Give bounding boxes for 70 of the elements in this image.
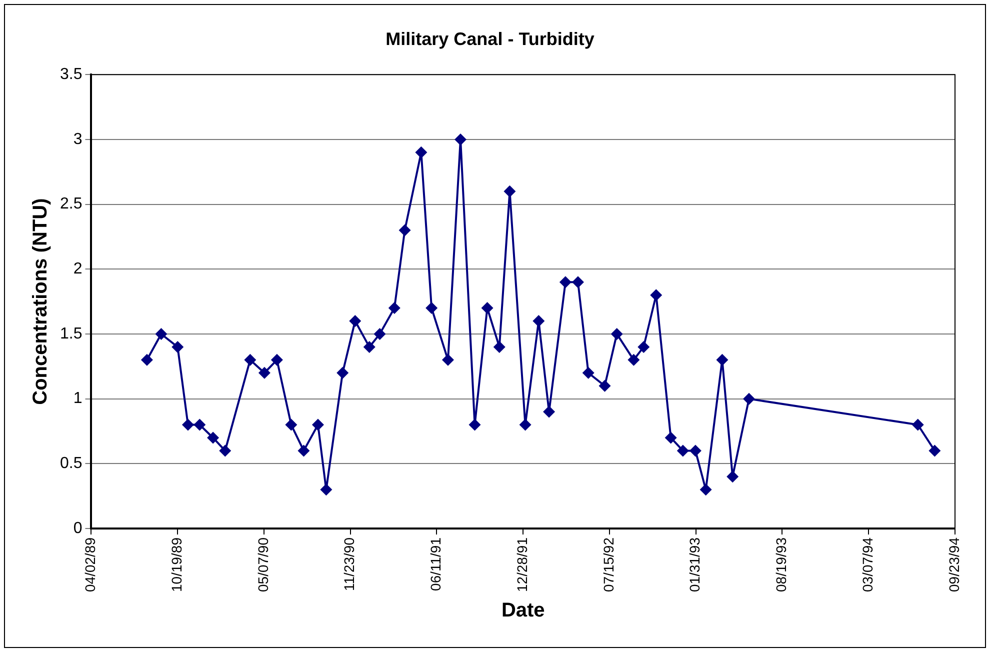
point xyxy=(194,418,206,431)
y-tick-label: 2 xyxy=(73,260,82,278)
point xyxy=(742,392,755,405)
y-tick-label: 1.5 xyxy=(60,325,82,342)
x-tick-label: 04/02/89 xyxy=(82,537,98,592)
point xyxy=(258,366,270,379)
point xyxy=(320,484,332,496)
point xyxy=(244,354,256,366)
point xyxy=(504,185,516,198)
point xyxy=(415,146,428,158)
point xyxy=(312,418,324,431)
x-tick-label: 12/28/91 xyxy=(514,537,530,592)
point xyxy=(543,406,556,418)
point xyxy=(285,418,298,431)
point xyxy=(454,133,466,146)
x-tick-label: 09/23/94 xyxy=(946,537,962,592)
point xyxy=(628,354,640,366)
y-axis-title: Concentrations (NTU) xyxy=(30,198,52,405)
point xyxy=(388,302,400,314)
point xyxy=(172,340,184,353)
point xyxy=(716,354,728,366)
point xyxy=(270,354,283,366)
x-tick-label: 07/15/92 xyxy=(600,537,616,592)
point xyxy=(481,302,494,314)
point xyxy=(572,276,584,288)
point xyxy=(207,432,220,444)
point xyxy=(559,276,572,288)
point xyxy=(468,418,481,431)
point xyxy=(582,366,594,379)
point xyxy=(219,444,232,457)
x-axis-title: Date xyxy=(501,600,545,622)
point xyxy=(610,328,623,340)
point xyxy=(598,380,611,392)
point xyxy=(493,340,506,353)
point xyxy=(155,328,168,340)
point xyxy=(336,366,349,379)
point xyxy=(519,418,532,431)
point xyxy=(398,224,411,236)
point xyxy=(426,302,438,314)
x-tick-label: 11/23/90 xyxy=(341,537,358,591)
point xyxy=(676,444,689,457)
y-tick-label: 0.5 xyxy=(60,455,82,472)
point xyxy=(298,444,310,457)
point xyxy=(442,354,454,366)
y-tick-label: 1 xyxy=(73,390,82,408)
y-tick-label: 3 xyxy=(73,130,82,148)
point xyxy=(700,484,712,496)
point xyxy=(374,328,386,340)
x-tick-label: 08/19/93 xyxy=(773,537,790,592)
point xyxy=(349,315,362,328)
x-tick-label: 05/07/90 xyxy=(254,537,271,592)
point xyxy=(638,340,650,353)
point xyxy=(912,418,924,431)
y-tick-label: 3.5 xyxy=(60,66,82,84)
y-tick-label: 2.5 xyxy=(60,196,82,213)
point xyxy=(140,354,153,366)
point xyxy=(664,432,677,444)
x-tick-label: 01/31/93 xyxy=(686,537,703,592)
point xyxy=(928,444,941,457)
point xyxy=(689,444,702,457)
x-tick-label: 06/11/91 xyxy=(428,537,444,591)
point xyxy=(650,289,662,302)
point xyxy=(726,470,739,483)
x-tick-label: 10/19/89 xyxy=(168,537,184,592)
point xyxy=(532,315,545,328)
point xyxy=(363,340,376,353)
chart-title: Military Canal - Turbidity xyxy=(386,28,594,49)
point xyxy=(182,418,194,431)
y-tick-label: 0 xyxy=(73,520,82,537)
x-tick-label: 03/07/94 xyxy=(859,537,876,592)
